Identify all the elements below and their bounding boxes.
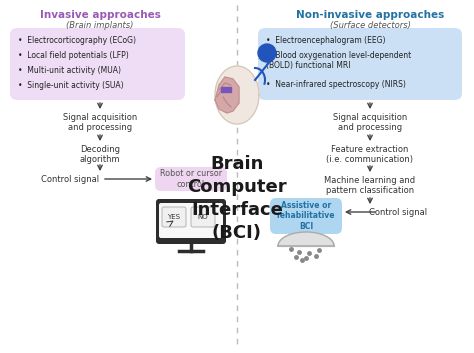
FancyBboxPatch shape [191,207,215,227]
Text: •  Electrocorticography (ECoG): • Electrocorticography (ECoG) [18,36,136,45]
Bar [221,87,231,92]
Circle shape [258,44,276,62]
Text: Brain
Computer
Interface
(BCI): Brain Computer Interface (BCI) [187,155,287,242]
Text: (Brain implants): (Brain implants) [66,21,134,30]
FancyBboxPatch shape [270,198,342,234]
FancyBboxPatch shape [156,199,226,244]
Text: Robot or cursor
control: Robot or cursor control [160,169,222,189]
Text: •  Multi-unit activity (MUA): • Multi-unit activity (MUA) [18,66,121,75]
Text: Invasive approaches: Invasive approaches [39,10,160,20]
Text: Signal acquisition
and processing: Signal acquisition and processing [63,113,137,132]
Polygon shape [215,66,259,124]
Text: NO: NO [198,214,208,220]
Text: Control signal: Control signal [41,175,99,184]
FancyBboxPatch shape [258,28,462,100]
Text: •  Near-infrared spectroscopy (NIRS): • Near-infrared spectroscopy (NIRS) [266,80,406,89]
Text: •  Single-unit activity (SUA): • Single-unit activity (SUA) [18,81,124,90]
FancyBboxPatch shape [162,207,186,227]
FancyBboxPatch shape [10,28,185,100]
Text: •  Electroencephalogram (EEG): • Electroencephalogram (EEG) [266,36,385,45]
Text: Signal acquisition
and processing: Signal acquisition and processing [333,113,407,132]
Text: YES: YES [167,214,181,220]
Text: Control signal: Control signal [369,208,427,217]
Text: Feature extraction
(i.e. communication): Feature extraction (i.e. communication) [327,145,413,164]
Text: •  Blood oxygenation level-dependent
(BOLD) functional MRI: • Blood oxygenation level-dependent (BOL… [266,51,411,70]
Text: •  Local field potentials (LFP): • Local field potentials (LFP) [18,51,129,60]
Text: Non-invasive approaches: Non-invasive approaches [296,10,444,20]
FancyBboxPatch shape [159,203,223,238]
Text: Assistive or
rehabilitative
BCI: Assistive or rehabilitative BCI [277,201,335,231]
Text: Machine learning and
pattern classification: Machine learning and pattern classificat… [324,176,416,196]
Text: (Surface detectors): (Surface detectors) [329,21,410,30]
Polygon shape [215,77,239,113]
FancyBboxPatch shape [155,167,227,191]
Text: Decoding
algorithm: Decoding algorithm [80,145,120,164]
